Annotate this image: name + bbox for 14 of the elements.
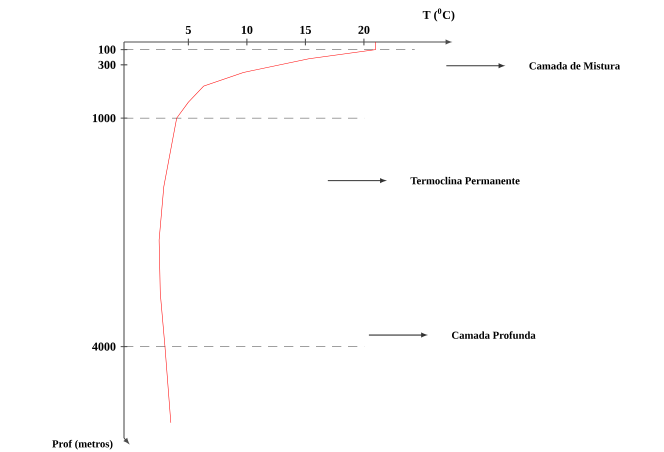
y-tick-label: 300 [98, 60, 116, 69]
x-axis-title: T ($^{0}$C) [422, 8, 454, 22]
y-tick-label: 100 [98, 46, 116, 54]
x-tick-label: 5 [186, 26, 191, 34]
y-tick-label: 4000 [92, 342, 116, 351]
x-tick-label: 20 [358, 26, 370, 34]
annotation: Termoclina Permanente [410, 176, 520, 184]
x-tick-label: 10 [242, 26, 252, 34]
text: Camada de Mistura [529, 62, 620, 70]
x-tick-label: 15 [300, 26, 311, 34]
line-series [158, 42, 376, 424]
y-axis-title: Prof (metros) [52, 440, 112, 450]
y-tick-label: 1000 [92, 114, 116, 122]
text: Camada Profunda [452, 331, 536, 339]
